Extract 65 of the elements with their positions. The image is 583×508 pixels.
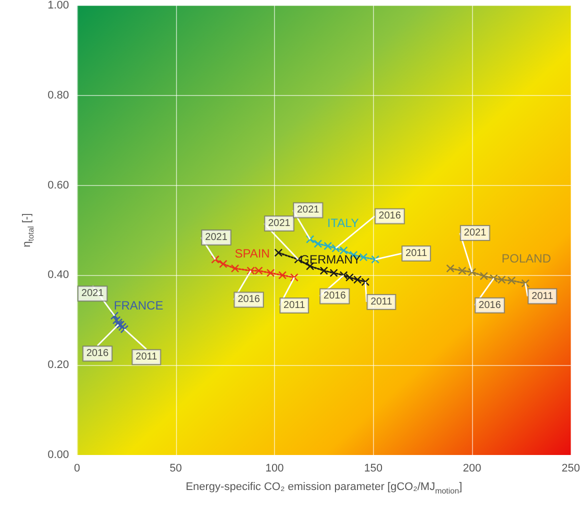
annotation: 2016	[86, 348, 110, 360]
point	[507, 276, 516, 285]
annotation: 2021	[205, 232, 228, 243]
point	[345, 273, 354, 282]
annotation: 2011	[370, 296, 393, 308]
annotation: 2021	[464, 228, 487, 239]
point	[290, 273, 298, 282]
annotation: 2011	[284, 300, 306, 311]
annotation: 2011	[136, 352, 158, 363]
series-label: ITALY	[327, 216, 359, 230]
series-label: FRANCE	[114, 298, 164, 313]
point	[306, 235, 314, 244]
point	[114, 320, 123, 329]
point	[314, 240, 322, 248]
x-tick-label: 150	[364, 462, 382, 474]
point	[458, 266, 466, 275]
series-label: GERMANY	[300, 252, 361, 267]
point	[219, 260, 228, 268]
series-label: SPAIN	[234, 246, 270, 260]
x-tick-label: 100	[265, 462, 284, 474]
y-axis-title: ηtotal [-]	[21, 213, 36, 248]
y-tick-label: 0.40	[48, 269, 69, 282]
annotation: 2021	[268, 218, 291, 229]
point	[266, 268, 275, 278]
point	[361, 278, 370, 286]
point	[521, 279, 530, 288]
annotation: 2021	[296, 204, 320, 216]
point	[330, 268, 338, 278]
point	[320, 266, 328, 275]
x-tick-label: 50	[170, 462, 182, 474]
annotation: 2011	[532, 290, 554, 302]
point	[246, 266, 255, 275]
point	[340, 246, 348, 255]
annotation: 2016	[378, 210, 402, 222]
annotation: 2016	[324, 290, 346, 302]
point	[324, 242, 332, 250]
y-tick-label: 0.20	[48, 359, 69, 372]
x-tick-label: 0	[74, 462, 80, 474]
point	[211, 255, 220, 264]
point	[490, 274, 498, 282]
y-tick-label: 0.00	[48, 449, 69, 461]
annotation: 2016	[478, 300, 502, 311]
point	[446, 264, 454, 273]
point	[274, 248, 283, 257]
series-label: POLAND	[502, 251, 552, 266]
x-tick-label: 200	[462, 462, 482, 474]
point	[468, 268, 476, 276]
y-tick-label: 0.80	[48, 89, 69, 102]
point	[498, 276, 506, 284]
point	[480, 272, 488, 280]
point	[340, 271, 348, 280]
point	[116, 320, 125, 329]
point	[278, 271, 287, 280]
point	[371, 255, 380, 264]
annotation: 2016	[238, 294, 260, 306]
point	[230, 264, 240, 273]
annotation: 2011	[406, 248, 428, 259]
point	[353, 276, 362, 284]
y-tick-label: 1.00	[48, 0, 69, 12]
y-tick-label: 0.60	[48, 179, 69, 192]
point	[332, 244, 340, 252]
x-tick-label: 250	[562, 462, 580, 474]
point	[254, 266, 263, 275]
annotation: 2021	[81, 288, 104, 300]
point	[120, 324, 129, 334]
